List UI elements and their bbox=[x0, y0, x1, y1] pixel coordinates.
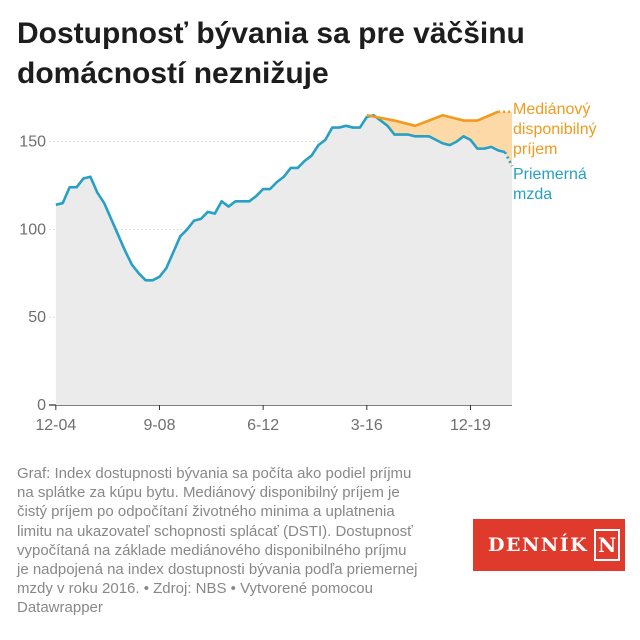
x-tick-label: 3-16 bbox=[351, 417, 383, 434]
series-label-line: mzda bbox=[513, 186, 552, 203]
y-tick-label: 100 bbox=[19, 221, 46, 238]
median-series-line bbox=[366, 110, 499, 128]
series-label-line: Mediánový bbox=[513, 101, 590, 118]
series-labels: Mediánový disponibilný príjem Priemerná mzda bbox=[513, 101, 597, 203]
x-tick-label: 12-04 bbox=[35, 417, 76, 434]
income-gap-area bbox=[366, 111, 512, 167]
y-tick-label: 0 bbox=[37, 397, 46, 414]
logo-text: DENNÍK bbox=[488, 534, 589, 556]
footnote: Graf: Index dostupnosti bývania sa počít… bbox=[17, 465, 418, 617]
x-tick-label: 12-19 bbox=[450, 417, 491, 434]
y-tick-label: 50 bbox=[28, 309, 46, 326]
area-layer bbox=[55, 111, 513, 406]
wage-series-line bbox=[55, 113, 506, 282]
series-label-line: disponibilný bbox=[513, 121, 597, 138]
chart-title: Dostupnosť bývania sa pre väčšinu domácn… bbox=[17, 17, 525, 90]
dennik-n-logo[interactable]: DENNÍK N bbox=[473, 519, 625, 571]
series-label-line: Priemerná bbox=[513, 166, 587, 183]
series-label-line: príjem bbox=[513, 141, 557, 158]
wage-area bbox=[55, 115, 513, 406]
y-tick-label: 150 bbox=[19, 134, 46, 151]
line-chart: 0 50 100 150 12-04 9-08 6-12 3-16 12-19 Mediánov… bbox=[19, 101, 597, 434]
logo-letter: N bbox=[594, 529, 621, 561]
tick-labels: 0 50 100 150 12-04 9-08 6-12 3-16 12-19 bbox=[19, 134, 491, 434]
x-tick-label: 6-12 bbox=[247, 417, 279, 434]
line-layer bbox=[55, 110, 514, 282]
x-tick-label: 9-08 bbox=[143, 417, 175, 434]
